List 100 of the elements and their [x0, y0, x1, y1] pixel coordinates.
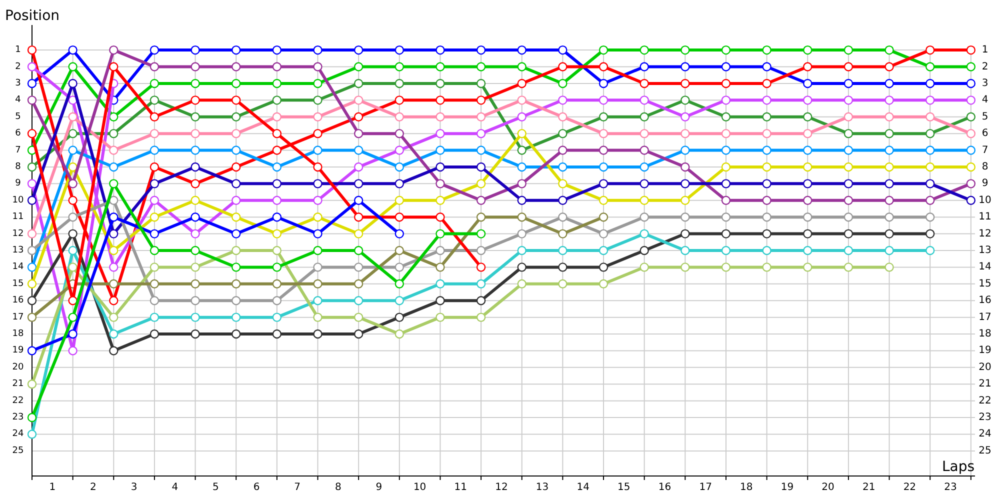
point — [394, 329, 404, 339]
point — [232, 229, 241, 238]
point — [680, 146, 690, 155]
point — [598, 196, 608, 205]
x-tick-label: 18 — [740, 482, 753, 493]
y-tick-label: 18 — [12, 329, 24, 340]
point — [762, 146, 772, 155]
point — [762, 78, 772, 88]
point — [150, 45, 160, 55]
y-tick-label: 14 — [12, 262, 24, 272]
point — [150, 229, 160, 238]
point — [558, 78, 568, 88]
point — [925, 229, 935, 238]
point — [68, 78, 78, 88]
point — [803, 146, 812, 155]
point — [272, 212, 282, 222]
point — [803, 62, 812, 72]
point — [680, 78, 690, 88]
point — [27, 196, 37, 205]
point — [844, 96, 854, 105]
point — [150, 112, 160, 122]
point — [190, 112, 200, 122]
point — [966, 96, 976, 105]
x-tick-label: 11 — [454, 482, 468, 493]
point — [476, 279, 486, 289]
point — [354, 329, 364, 339]
point — [272, 179, 282, 188]
point — [598, 146, 608, 155]
point — [721, 78, 731, 88]
point — [272, 279, 282, 289]
point — [436, 296, 445, 306]
point — [558, 128, 568, 138]
x-tick-label: 15 — [618, 482, 630, 493]
point — [436, 96, 445, 105]
point — [517, 128, 526, 138]
point — [721, 162, 731, 172]
y2-tick-label: 20 — [978, 362, 992, 373]
point — [27, 78, 37, 88]
point — [272, 262, 282, 272]
point — [558, 112, 568, 122]
point — [232, 128, 241, 138]
point — [109, 212, 118, 222]
point — [190, 262, 200, 272]
x-tick-label: 6 — [253, 482, 260, 493]
point — [517, 146, 526, 155]
point — [190, 62, 200, 72]
point — [925, 212, 935, 222]
point — [354, 296, 364, 306]
y-tick-label: 11 — [12, 212, 24, 222]
point — [640, 128, 649, 138]
point — [640, 45, 649, 55]
point — [272, 78, 282, 88]
x-tick-label: 21 — [862, 482, 876, 493]
point — [680, 229, 690, 238]
y-tick-label: 2 — [15, 62, 21, 72]
point — [640, 162, 649, 172]
y2-tick-label: 12 — [978, 228, 992, 240]
point — [68, 146, 78, 155]
point — [680, 96, 690, 105]
point — [925, 128, 935, 138]
point — [272, 96, 282, 105]
point — [394, 246, 404, 256]
point — [232, 246, 241, 256]
x-tick-label: 10 — [413, 482, 426, 493]
point — [436, 262, 445, 272]
point — [190, 179, 200, 188]
point — [27, 128, 37, 138]
point — [844, 78, 854, 88]
point — [640, 246, 649, 256]
point — [394, 96, 404, 105]
point — [844, 45, 854, 55]
point — [803, 246, 812, 256]
point — [27, 279, 37, 289]
y-tick-label: 21 — [12, 379, 24, 390]
point — [354, 78, 364, 88]
point — [313, 179, 322, 188]
point — [721, 212, 731, 222]
point — [598, 78, 608, 88]
point — [476, 212, 486, 222]
point — [68, 312, 78, 322]
point — [598, 229, 608, 238]
point — [966, 62, 976, 72]
point — [966, 112, 976, 122]
y2-tick-label: 22 — [978, 395, 992, 406]
point — [313, 229, 322, 238]
point — [884, 262, 894, 272]
y-tick-label: 4 — [15, 95, 22, 106]
point — [150, 196, 160, 205]
point — [27, 412, 37, 422]
point — [436, 62, 445, 72]
point — [844, 128, 854, 138]
point — [394, 196, 404, 205]
y2-tick-label: 6 — [982, 128, 988, 140]
point — [232, 179, 241, 188]
point — [925, 112, 935, 122]
point — [721, 246, 731, 256]
point — [354, 128, 364, 138]
point — [884, 112, 894, 122]
point — [598, 162, 608, 172]
point — [803, 179, 812, 188]
